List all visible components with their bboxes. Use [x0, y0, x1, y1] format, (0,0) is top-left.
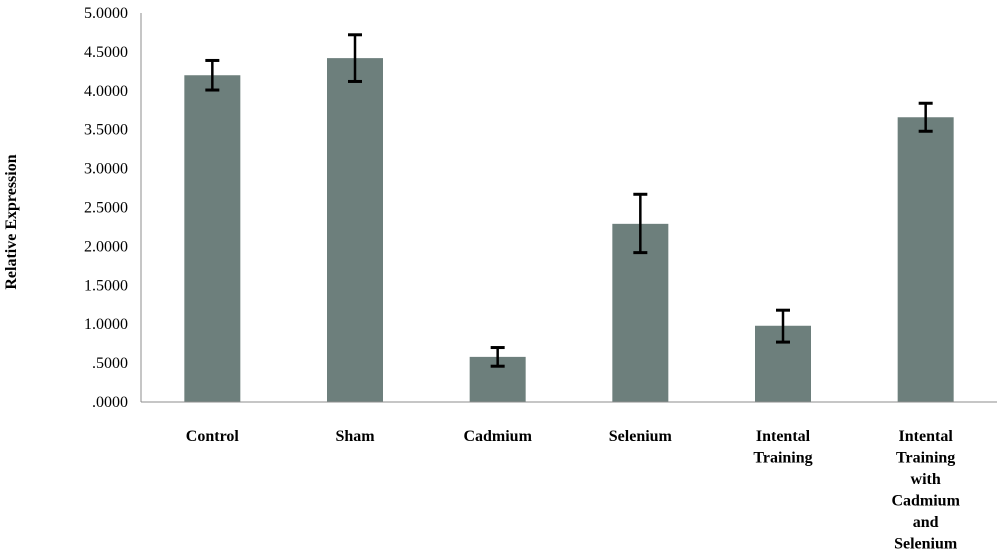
category-label: Control	[186, 428, 240, 445]
y-tick-label: .0000	[92, 394, 128, 411]
y-tick-label: 1.5000	[84, 277, 128, 294]
bar	[327, 58, 383, 403]
error-bar	[633, 192, 648, 255]
y-tick-label: .5000	[92, 355, 128, 372]
category-labels: Control Sham Cadmium Selenium Intental Traini…	[186, 428, 961, 553]
y-axis: .0000 .5000 1.0000 1.5000 2.0000 2.5000 3.0000…	[84, 5, 142, 411]
category-label: Selenium	[609, 428, 673, 445]
y-tick-label: 3.0000	[84, 161, 128, 178]
category-label: Intental Training with Cadmium and Selenium	[891, 428, 960, 553]
category-label: Sham	[335, 428, 375, 445]
y-tick-label: 1.0000	[84, 316, 128, 333]
bars	[184, 58, 954, 403]
error-bar	[205, 58, 220, 92]
error-bar	[490, 346, 505, 368]
error-bar	[918, 101, 933, 133]
category-label: Intental Training	[753, 428, 812, 467]
y-axis-title: Relative Expression	[3, 154, 20, 289]
category-label: Cadmium	[463, 428, 532, 445]
bar	[897, 117, 954, 402]
error-bar	[348, 33, 362, 83]
y-tick-label: 2.5000	[84, 200, 128, 217]
y-tick-label: 4.5000	[84, 44, 128, 61]
y-tick-label: 3.5000	[84, 122, 128, 139]
error-bars	[205, 33, 933, 368]
y-tick-label: 2.0000	[84, 238, 128, 255]
bar	[184, 75, 241, 403]
y-tick-label: 5.0000	[84, 5, 128, 22]
error-bar	[776, 308, 790, 344]
y-tick-label: 4.0000	[84, 83, 128, 100]
